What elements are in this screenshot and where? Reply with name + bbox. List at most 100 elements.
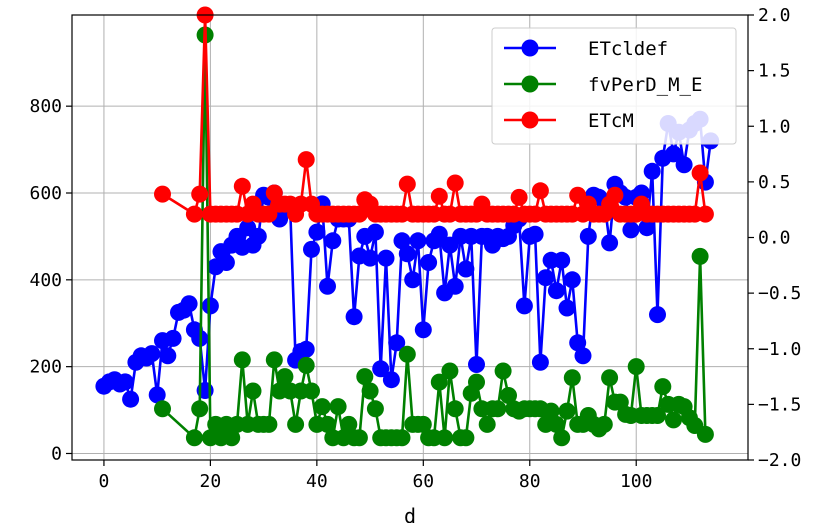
data-point (696, 425, 714, 443)
data-point (164, 329, 182, 347)
data-point (654, 378, 672, 396)
data-point (675, 156, 693, 174)
data-point (436, 429, 454, 447)
data-point (303, 240, 320, 258)
data-point (303, 382, 320, 400)
data-point (185, 429, 203, 447)
data-point (665, 411, 682, 429)
data-point (297, 356, 315, 374)
data-point (356, 368, 374, 386)
data-point (457, 260, 475, 278)
data-point (547, 415, 565, 433)
x-tick-label: 40 (306, 471, 328, 492)
data-point (649, 407, 666, 424)
data-point (649, 306, 666, 324)
data-point (574, 347, 592, 365)
data-point (398, 245, 416, 263)
data-point (526, 225, 544, 243)
data-point (638, 219, 656, 237)
data-point (287, 415, 305, 433)
data-point (696, 205, 714, 223)
data-point (515, 297, 533, 315)
data-point (558, 299, 576, 317)
y-right-tick-label: 0.5 (758, 172, 791, 193)
legend-item: ETcldef (504, 38, 668, 60)
data-point (201, 297, 219, 315)
data-point (606, 186, 624, 204)
y-right-tick-label: 0.0 (758, 228, 791, 249)
data-point (388, 334, 406, 352)
data-point (404, 271, 422, 289)
x-tick-label: 0 (99, 471, 110, 492)
data-point (478, 415, 496, 433)
data-point (154, 185, 171, 203)
data-point (116, 373, 134, 391)
data-point (468, 373, 485, 391)
data-point (622, 221, 640, 239)
data-point (579, 227, 597, 245)
data-point (542, 402, 560, 420)
data-point (148, 386, 166, 404)
data-point (377, 249, 395, 267)
data-point (627, 358, 645, 376)
data-point (324, 232, 342, 250)
data-point (223, 429, 241, 447)
series-layer (95, 6, 720, 447)
data-point (350, 205, 368, 223)
data-point (398, 345, 416, 363)
data-point (260, 205, 278, 223)
data-point (143, 345, 161, 363)
legend-label: ETcM (588, 110, 634, 132)
data-point (297, 340, 315, 358)
data-point (244, 382, 262, 400)
data-point (553, 251, 571, 269)
data-point (414, 415, 432, 433)
data-point (430, 187, 448, 205)
data-point (601, 234, 619, 252)
legend-label: fvPerD_M_E (588, 74, 702, 96)
data-point (233, 177, 251, 195)
data-point (185, 205, 203, 223)
legend-item: fvPerD_M_E (504, 74, 702, 96)
data-point (382, 371, 400, 389)
data-point (665, 145, 682, 163)
data-point (446, 400, 464, 418)
data-point (233, 351, 251, 369)
data-point (350, 429, 368, 447)
x-tick-label: 80 (519, 471, 541, 492)
data-point (446, 174, 464, 192)
y-left-tick-label: 400 (29, 270, 62, 291)
x-tick-label: 60 (412, 471, 434, 492)
data-point (217, 254, 235, 271)
data-point (308, 223, 326, 241)
data-point (180, 295, 198, 313)
data-point (414, 321, 432, 339)
data-point (468, 356, 485, 373)
x-tick-label: 20 (200, 471, 222, 492)
data-point (319, 277, 336, 295)
data-point (265, 351, 283, 369)
data-point (276, 368, 294, 386)
data-point (313, 398, 331, 416)
data-point (420, 254, 438, 271)
data-point (531, 353, 549, 371)
y-left-tick-label: 800 (29, 96, 62, 117)
data-point (319, 415, 336, 433)
legend-item: ETcM (504, 110, 634, 132)
data-point (409, 232, 427, 250)
legend-label: ETcldef (588, 38, 668, 60)
legend-swatch-marker (521, 39, 539, 57)
data-point (249, 227, 267, 245)
y-left-tick-label: 200 (29, 357, 62, 378)
y-right-tick-label: −2.0 (758, 450, 801, 471)
legend-box (491, 27, 737, 145)
data-point (191, 185, 209, 203)
data-point (563, 369, 581, 387)
data-point (569, 334, 587, 352)
data-point (361, 249, 379, 267)
data-point (563, 271, 581, 289)
y-left-tick-label: 600 (29, 183, 62, 204)
data-point (297, 151, 315, 169)
data-point (366, 400, 384, 418)
